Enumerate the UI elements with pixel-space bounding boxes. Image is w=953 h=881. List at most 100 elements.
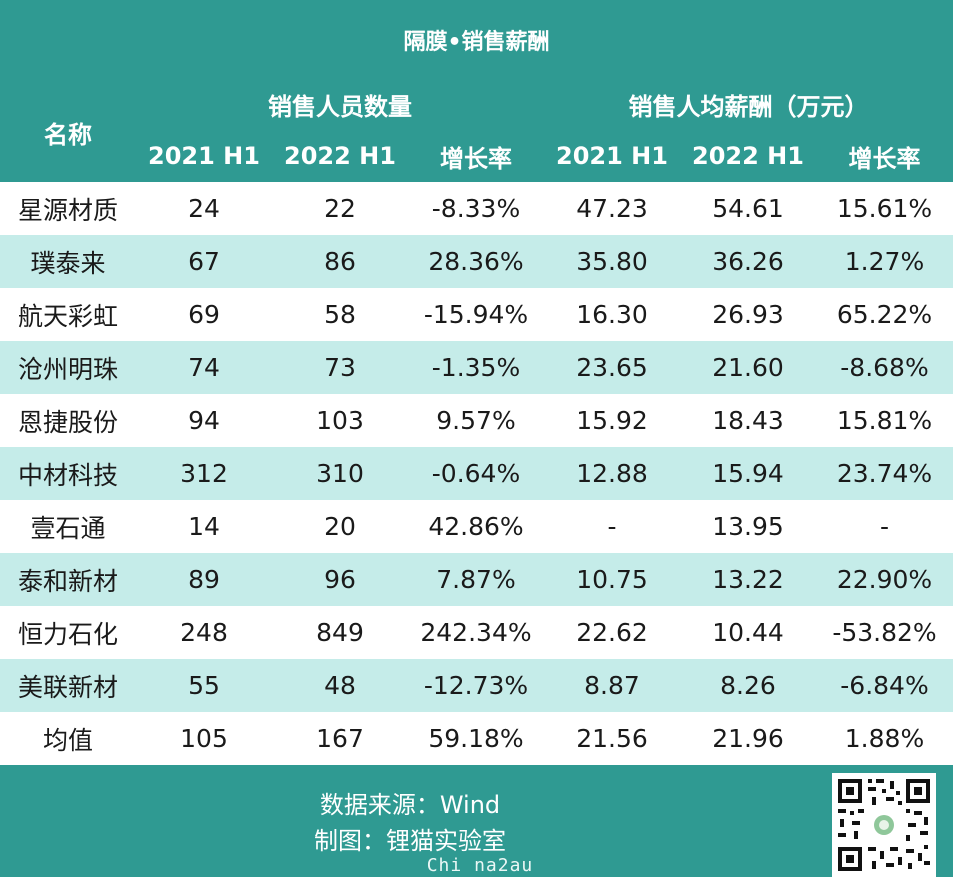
salary-2021h1-cell: 15.92 bbox=[576, 406, 648, 435]
salary-2022h1-cell: 26.93 bbox=[712, 300, 784, 329]
name-column-header: 名称 bbox=[44, 120, 92, 149]
salary-2021h1-cell: 35.80 bbox=[576, 247, 648, 276]
salary-growth-cell: -8.68% bbox=[840, 353, 929, 382]
company-name-cell: 沧州明珠 bbox=[17, 354, 118, 384]
company-name-cell: 璞泰来 bbox=[30, 248, 106, 278]
salary-2021h1-cell: 10.75 bbox=[576, 565, 648, 594]
headcount-2021h1-cell: 14 bbox=[188, 512, 220, 541]
headcount-growth-cell: -1.35% bbox=[431, 353, 521, 382]
company-name-cell: 中材科技 bbox=[17, 460, 118, 490]
headcount-2021h1-cell: 312 bbox=[180, 459, 228, 488]
salary-growth-cell: 1.88% bbox=[844, 724, 925, 753]
salary-2021h1-cell: 21.56 bbox=[576, 724, 648, 753]
col-header-salary-2021h1: 2021 H1 bbox=[556, 142, 668, 170]
avg-salary-group-header: 销售人均薪酬（万元） bbox=[628, 92, 869, 121]
headcount-2021h1-cell: 248 bbox=[180, 618, 228, 647]
table-row: 泰和新材 89 96 7.87% 10.75 13.22 22.90% bbox=[0, 553, 953, 606]
salary-2021h1-cell: 8.87 bbox=[584, 671, 640, 700]
salary-growth-cell: -53.82% bbox=[832, 618, 937, 647]
table-header: 隔膜•销售薪酬 名称 销售人员数量 销售人均薪酬（万元） 2021 H1 202… bbox=[0, 0, 953, 182]
headcount-2022h1-cell: 20 bbox=[324, 512, 356, 541]
headcount-2021h1-cell: 105 bbox=[180, 724, 228, 753]
headcount-growth-cell: 9.57% bbox=[436, 406, 516, 435]
headcount-growth-cell: -15.94% bbox=[423, 300, 529, 329]
headcount-growth-cell: 28.36% bbox=[428, 247, 524, 276]
company-name-cell: 星源材质 bbox=[17, 195, 118, 225]
salary-2021h1-cell: - bbox=[607, 512, 617, 541]
salary-2021h1-cell: 12.88 bbox=[576, 459, 648, 488]
table-row: 恒力石化 248 849 242.34% 22.62 10.44 -53.82% bbox=[0, 606, 953, 659]
salary-2021h1-cell: 16.30 bbox=[576, 300, 648, 329]
col-header-salary-growth: 增长率 bbox=[848, 144, 921, 173]
headcount-2022h1-cell: 22 bbox=[324, 194, 356, 223]
headcount-2022h1-cell: 58 bbox=[324, 300, 356, 329]
headcount-2021h1-cell: 67 bbox=[188, 247, 220, 276]
salary-growth-cell: -6.84% bbox=[840, 671, 929, 700]
headcount-2021h1-cell: 89 bbox=[188, 565, 220, 594]
salary-growth-cell: 15.61% bbox=[836, 194, 933, 223]
headcount-2022h1-cell: 103 bbox=[316, 406, 364, 435]
company-name-cell: 美联新材 bbox=[17, 672, 118, 702]
table-footer: 数据来源：Wind 制图：锂猫实验室 Chi na2au bbox=[0, 765, 953, 877]
table-title: 隔膜•销售薪酬 bbox=[403, 30, 550, 55]
headcount-growth-cell: -0.64% bbox=[431, 459, 521, 488]
salary-growth-cell: 15.81% bbox=[836, 406, 933, 435]
table-row: 壹石通 14 20 42.86% - 13.95 - bbox=[0, 500, 953, 553]
table-row: 沧州明珠 74 73 -1.35% 23.65 21.60 -8.68% bbox=[0, 341, 953, 394]
table-row: 均值 105 167 59.18% 21.56 21.96 1.88% bbox=[0, 712, 953, 765]
data-source-note: 数据来源：Wind bbox=[319, 790, 501, 819]
salary-growth-cell: - bbox=[879, 512, 890, 541]
headcount-2022h1-cell: 167 bbox=[316, 724, 364, 753]
table-row: 璞泰来 67 86 28.36% 35.80 36.26 1.27% bbox=[0, 235, 953, 288]
salary-2021h1-cell: 47.23 bbox=[576, 194, 648, 223]
salary-2022h1-cell: 13.22 bbox=[712, 565, 784, 594]
headcount-2022h1-cell: 86 bbox=[324, 247, 356, 276]
col-header-salary-2022h1: 2022 H1 bbox=[692, 142, 804, 170]
company-name-cell: 均值 bbox=[42, 725, 93, 755]
headcount-2022h1-cell: 96 bbox=[324, 565, 356, 594]
company-name-cell: 航天彩虹 bbox=[17, 301, 118, 331]
table-row: 中材科技 312 310 -0.64% 12.88 15.94 23.74% bbox=[0, 447, 953, 500]
headcount-growth-cell: 7.87% bbox=[436, 565, 516, 594]
salary-2022h1-cell: 8.26 bbox=[720, 671, 776, 700]
table-body: 星源材质 24 22 -8.33% 47.23 54.61 15.61% 璞泰来 67 86 28.… bbox=[0, 182, 953, 765]
salary-2022h1-cell: 21.60 bbox=[712, 353, 784, 382]
col-header-headcount-2021h1: 2021 H1 bbox=[148, 142, 260, 170]
col-header-headcount-growth: 增长率 bbox=[440, 144, 512, 173]
salary-2022h1-cell: 54.61 bbox=[712, 194, 784, 223]
col-header-headcount-2022h1: 2022 H1 bbox=[284, 142, 396, 170]
headcount-2021h1-cell: 55 bbox=[188, 671, 220, 700]
salary-2021h1-cell: 23.65 bbox=[576, 353, 648, 382]
headcount-2022h1-cell: 73 bbox=[324, 353, 356, 382]
headcount-growth-cell: -12.73% bbox=[423, 671, 529, 700]
headcount-growth-cell: 42.86% bbox=[428, 512, 524, 541]
headcount-growth-cell: 59.18% bbox=[428, 724, 524, 753]
headcount-2021h1-cell: 74 bbox=[188, 353, 220, 382]
headcount-2022h1-cell: 310 bbox=[316, 459, 364, 488]
watermark-text: Chi na2au bbox=[426, 854, 534, 876]
salary-2022h1-cell: 13.95 bbox=[712, 512, 784, 541]
salary-2022h1-cell: 36.26 bbox=[712, 247, 784, 276]
headcount-2022h1-cell: 48 bbox=[324, 671, 356, 700]
salary-2021h1-cell: 22.62 bbox=[576, 618, 648, 647]
headcount-2022h1-cell: 849 bbox=[316, 618, 364, 647]
salary-growth-cell: 23.74% bbox=[836, 459, 933, 488]
table-row: 美联新材 55 48 -12.73% 8.87 8.26 -6.84% bbox=[0, 659, 953, 712]
headcount-2021h1-cell: 69 bbox=[188, 300, 220, 329]
company-name-cell: 恒力石化 bbox=[17, 619, 118, 649]
salary-growth-cell: 22.90% bbox=[836, 565, 933, 594]
salary-2022h1-cell: 21.96 bbox=[712, 724, 784, 753]
table-row: 星源材质 24 22 -8.33% 47.23 54.61 15.61% bbox=[0, 182, 953, 235]
table-row: 航天彩虹 69 58 -15.94% 16.30 26.93 65.22% bbox=[0, 288, 953, 341]
table-row: 恩捷股份 94 103 9.57% 15.92 18.43 15.81% bbox=[0, 394, 953, 447]
qr-code-icon bbox=[832, 773, 936, 877]
salary-growth-cell: 65.22% bbox=[836, 300, 933, 329]
salary-growth-cell: 1.27% bbox=[844, 247, 925, 276]
chart-credit: 制图：锂猫实验室 bbox=[314, 826, 506, 855]
company-name-cell: 壹石通 bbox=[30, 513, 106, 543]
headcount-growth-cell: -8.33% bbox=[431, 194, 521, 223]
headcount-growth-cell: 242.34% bbox=[420, 618, 532, 647]
salary-2022h1-cell: 18.43 bbox=[712, 406, 784, 435]
company-name-cell: 泰和新材 bbox=[17, 566, 118, 596]
